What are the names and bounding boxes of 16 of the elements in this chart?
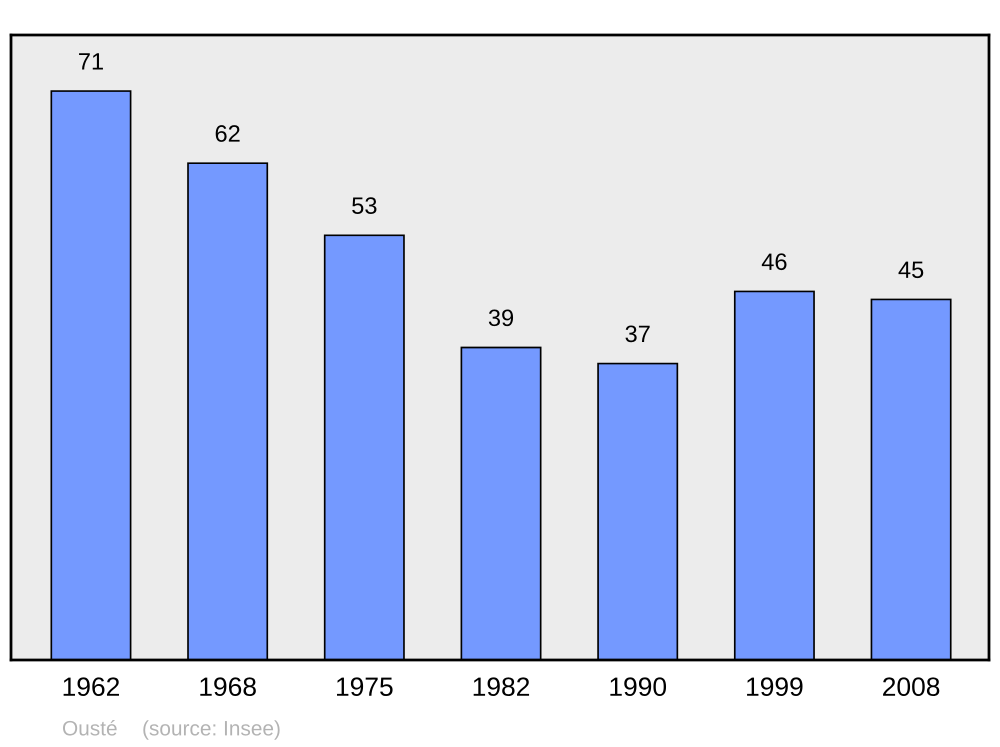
x-tick-label: 1968: [200, 677, 256, 696]
data-label: 53: [352, 197, 376, 214]
text: (source: Insee): [143, 720, 280, 740]
x-tick-label: 1962: [64, 677, 119, 696]
data-label: 45: [898, 262, 924, 278]
x-tick-label: 1990: [610, 677, 666, 696]
data-label: 71: [79, 53, 103, 70]
x-tick-label: 1999: [747, 677, 803, 696]
data-label: 37: [625, 325, 650, 342]
data-label: 62: [216, 125, 240, 142]
x-tick-label: 1975: [337, 677, 393, 696]
x-tick-label: 1982: [474, 677, 530, 696]
data-label: 39: [488, 309, 514, 326]
data-label: 46: [762, 253, 786, 270]
x-tick-label: 2008: [883, 677, 940, 696]
text: Ousté: [62, 720, 117, 736]
